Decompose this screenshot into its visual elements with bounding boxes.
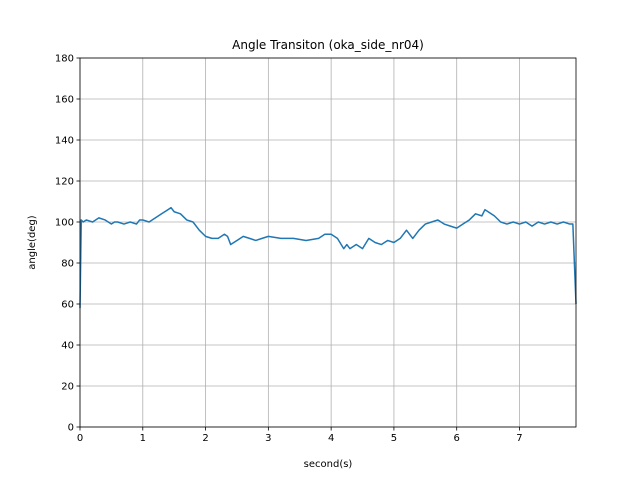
y-tick-label: 20 [61,382,74,393]
y-axis-label: angle(deg) [27,215,38,269]
x-tick-label: 0 [77,433,83,444]
chart-title: Angle Transiton (oka_side_nr04) [232,38,424,52]
series-line [79,206,577,309]
y-tick-label: 120 [55,177,74,188]
tick-layer: 0 1 2 3 4 5 6 7 0 20 40 60 80 100 120 140 160 180 [55,54,523,445]
y-tick-label: 160 [55,95,74,106]
x-axis-label: second(s) [304,459,353,470]
y-tick-label: 0 [68,423,74,434]
plot-frame [79,57,577,428]
y-tick-label: 40 [61,341,74,352]
y-tick-label: 80 [61,259,74,270]
y-tick-label: 100 [55,218,74,229]
x-tick-label: 3 [265,433,271,444]
x-tick-label: 4 [328,433,334,444]
x-tick-label: 1 [140,433,146,444]
series-layer [79,206,577,309]
x-tick-label: 7 [516,433,522,444]
x-tick-label: 5 [391,433,397,444]
x-tick-label: 2 [202,433,208,444]
y-tick-label: 140 [55,136,74,147]
x-tick-label: 6 [454,433,460,444]
y-tick-label: 180 [55,54,74,65]
y-tick-label: 60 [61,300,74,311]
